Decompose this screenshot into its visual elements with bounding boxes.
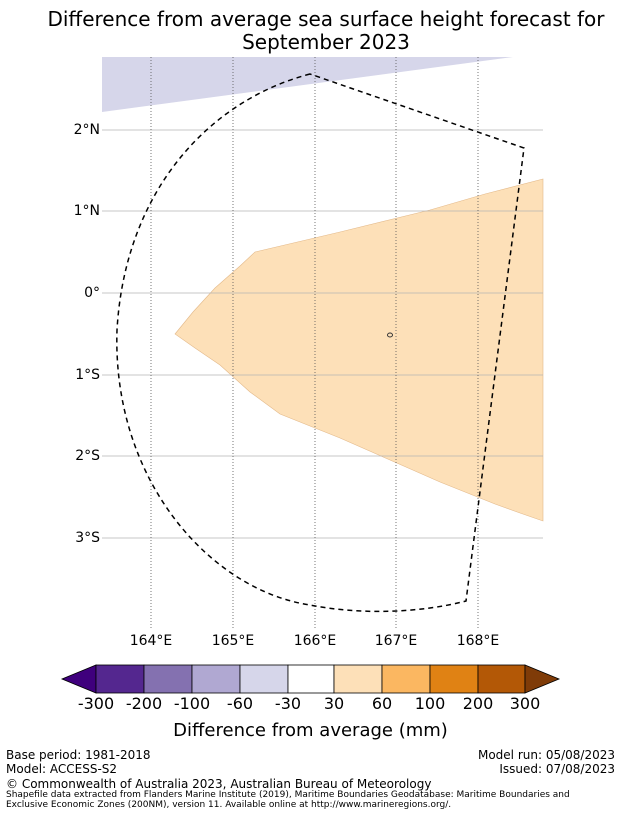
lon-label-165e: 165°E bbox=[211, 633, 255, 649]
latitude-gridlines bbox=[102, 129, 543, 539]
colorbar-segment bbox=[429, 664, 479, 694]
lat-label-3s: 3°S bbox=[75, 530, 100, 546]
colorbar-segment bbox=[333, 664, 383, 694]
colorbar-tick: 100 bbox=[414, 694, 446, 713]
copyright-notice: © Commonwealth of Australia 2023, Austra… bbox=[6, 777, 432, 791]
map-title-line-1: Difference from average sea surface heig… bbox=[47, 7, 605, 31]
lon-label-164e: 164°E bbox=[129, 633, 173, 649]
island-marker bbox=[387, 332, 393, 338]
colorbar-extend-low bbox=[60, 664, 97, 694]
colorbar-tick: 200 bbox=[462, 694, 494, 713]
lat-label-2n: 2°N bbox=[73, 122, 100, 138]
colorbar-tick: -200 bbox=[125, 694, 163, 713]
colorbar-tick: -300 bbox=[77, 694, 115, 713]
lon-label-167e: 167°E bbox=[374, 633, 418, 649]
colorbar-segment bbox=[239, 664, 289, 694]
issued-date: Issued: 07/08/2023 bbox=[499, 762, 615, 776]
colorbar-segment bbox=[287, 664, 335, 694]
colorbar-segment bbox=[477, 664, 526, 694]
colorbar-tick: 300 bbox=[509, 694, 541, 713]
lat-label-0: 0° bbox=[84, 285, 100, 301]
base-period: Base period: 1981-2018 bbox=[6, 748, 151, 762]
positive-anomaly-region bbox=[174, 178, 544, 522]
longitude-gridlines bbox=[150, 57, 479, 628]
lat-label-2s: 2°S bbox=[75, 448, 100, 464]
negative-anomaly-region bbox=[102, 57, 513, 112]
model-run-date: Model run: 05/08/2023 bbox=[477, 748, 615, 762]
colorbar-segment bbox=[381, 664, 431, 694]
colorbar-tick: -100 bbox=[173, 694, 211, 713]
colorbar-segment bbox=[95, 664, 145, 694]
model-name: Model: ACCESS-S2 bbox=[6, 762, 118, 776]
colorbar-tick: -60 bbox=[226, 694, 254, 713]
colorbar-segment bbox=[191, 664, 241, 694]
colorbar-segment bbox=[143, 664, 193, 694]
lon-label-168e: 168°E bbox=[456, 633, 500, 649]
colorbar-tick: 30 bbox=[323, 694, 345, 713]
source-line-1: Shapefile data extracted from Flanders M… bbox=[6, 790, 570, 800]
source-line-2: Exclusive Economic Zones (200NM), versio… bbox=[6, 800, 452, 810]
lat-label-1s: 1°S bbox=[75, 367, 100, 383]
map-title-line-2: September 2023 bbox=[242, 30, 410, 54]
colorbar-tick: 60 bbox=[371, 694, 393, 713]
colorbar-label: Difference from average (mm) bbox=[173, 720, 448, 741]
lat-label-1n: 1°N bbox=[73, 203, 100, 219]
colorbar-tick: -30 bbox=[274, 694, 302, 713]
lon-label-166e: 166°E bbox=[293, 633, 337, 649]
colorbar-extend-high bbox=[524, 664, 561, 694]
eez-boundary bbox=[116, 73, 525, 613]
